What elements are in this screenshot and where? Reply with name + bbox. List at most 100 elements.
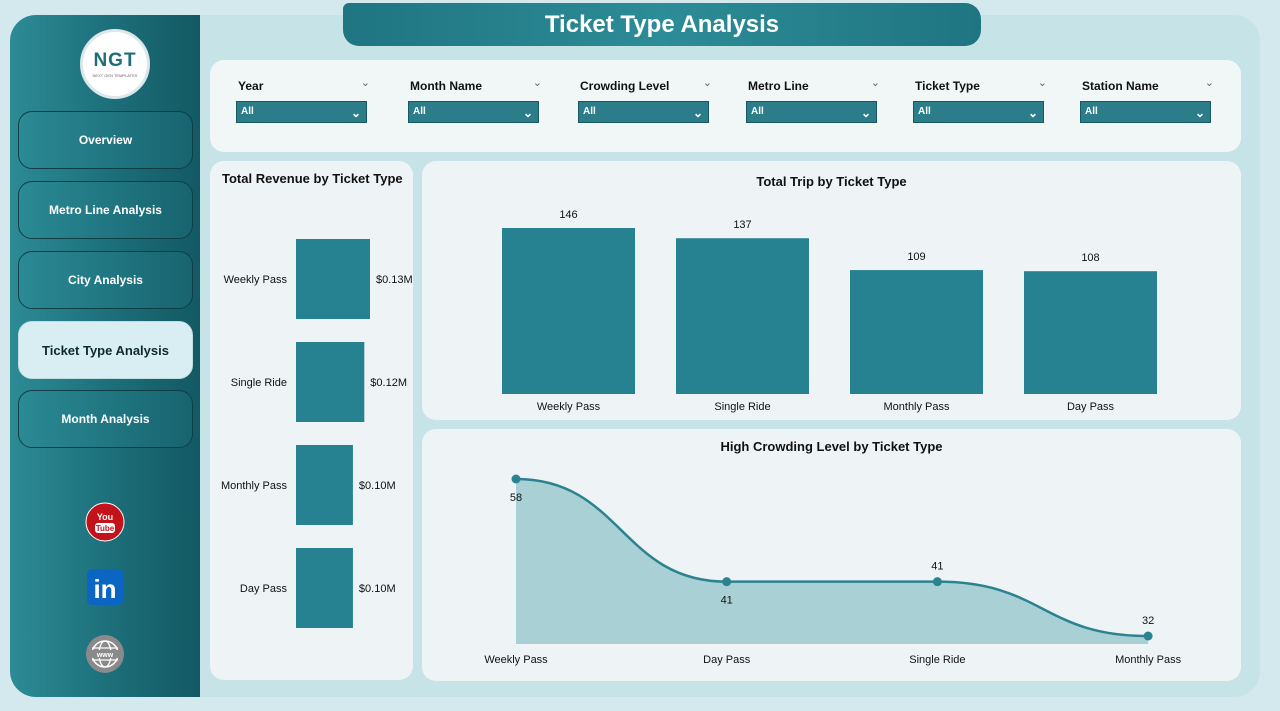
revenue-chart-title: Total Revenue by Ticket Type bbox=[222, 171, 403, 186]
filter-label: Station Name bbox=[1082, 79, 1159, 93]
crowding-point bbox=[722, 577, 732, 587]
revenue-category-label: Single Ride bbox=[231, 377, 287, 389]
crowding-level-select[interactable]: All ⌄ bbox=[578, 101, 709, 123]
revenue-category-label: Monthly Pass bbox=[221, 480, 288, 492]
revenue-value-label: $0.12M bbox=[370, 377, 407, 389]
chevron-down-icon: ⌄ bbox=[692, 106, 703, 120]
sidebar-item-label: Ticket Type Analysis bbox=[42, 342, 169, 358]
chevron-down-icon: ⌄ bbox=[522, 106, 533, 120]
crowding-data-label: 41 bbox=[931, 561, 943, 573]
chevron-down-icon: ⌄ bbox=[1027, 106, 1038, 120]
crowding-category-label: Weekly Pass bbox=[484, 654, 548, 666]
select-value: All bbox=[241, 106, 254, 117]
metro-line-select[interactable]: All ⌄ bbox=[746, 101, 877, 123]
chevron-down-icon: ⌄ bbox=[860, 106, 871, 120]
trip-chart: 146 Weekly Pass 137 Single Ride 109 Monthly P… bbox=[502, 209, 1157, 413]
filter-label: Ticket Type bbox=[915, 79, 980, 93]
chevron-down-icon[interactable]: ⌄ bbox=[1037, 77, 1047, 89]
revenue-bar bbox=[296, 548, 353, 628]
trip-category-label: Single Ride bbox=[714, 401, 770, 413]
crowding-chart-card: High Crowding Level by Ticket Type 58 Wee… bbox=[422, 429, 1241, 681]
crowding-data-label: 58 bbox=[510, 492, 522, 504]
sidebar-item-label: Overview bbox=[78, 133, 133, 147]
revenue-bar bbox=[296, 239, 370, 319]
svg-text:www: www bbox=[96, 652, 114, 659]
crowding-point bbox=[511, 474, 521, 484]
title-bar: Ticket Type Analysis bbox=[343, 3, 981, 46]
trip-category-label: Weekly Pass bbox=[537, 401, 601, 413]
filter-label: Year bbox=[238, 79, 264, 93]
revenue-category-label: Day Pass bbox=[240, 583, 288, 595]
svg-text:Tube: Tube bbox=[96, 524, 115, 533]
trip-bar bbox=[850, 270, 983, 394]
revenue-value-label: $0.10M bbox=[359, 583, 396, 595]
crowding-data-label: 41 bbox=[721, 595, 733, 607]
svg-text:in: in bbox=[93, 574, 116, 604]
select-value: All bbox=[1085, 106, 1098, 117]
crowding-line bbox=[515, 477, 1149, 638]
crowding-data-label: 32 bbox=[1142, 615, 1154, 627]
sidebar-item-ticket-type-analysis[interactable]: Ticket Type Analysis bbox=[18, 321, 193, 379]
trip-category-label: Monthly Pass bbox=[883, 401, 950, 413]
page-title: Ticket Type Analysis bbox=[544, 10, 780, 38]
sidebar-item-label: City Analysis bbox=[68, 273, 143, 287]
crowding-category-label: Monthly Pass bbox=[1115, 654, 1182, 666]
trip-bar bbox=[1024, 271, 1157, 394]
brand-logo: NGT NEXT GEN TEMPLATES bbox=[80, 29, 150, 99]
chevron-down-icon[interactable]: ⌄ bbox=[1204, 77, 1214, 89]
year-select[interactable]: All ⌄ bbox=[236, 101, 367, 123]
crowding-area bbox=[516, 479, 1149, 644]
trip-data-label: 108 bbox=[1081, 252, 1099, 264]
youtube-icon[interactable]: You Tube bbox=[85, 502, 125, 542]
filter-panel: Year ⌄ All ⌄ Month Name ⌄ All ⌄ Crowding L… bbox=[210, 60, 1241, 152]
sidebar-item-metro-line-analysis[interactable]: Metro Line Analysis bbox=[18, 181, 193, 239]
revenue-chart: Weekly Pass $0.13M Single Ride $0.12M Monthl… bbox=[221, 239, 413, 628]
trip-data-label: 137 bbox=[733, 219, 751, 231]
chevron-down-icon: ⌄ bbox=[350, 106, 361, 120]
sidebar-item-overview[interactable]: Overview bbox=[18, 111, 193, 169]
revenue-category-label: Weekly Pass bbox=[224, 274, 288, 286]
ticket-type-select[interactable]: All ⌄ bbox=[913, 101, 1044, 123]
trip-data-label: 146 bbox=[559, 209, 577, 221]
sidebar-item-label: Metro Line Analysis bbox=[49, 203, 162, 217]
chevron-down-icon[interactable]: ⌄ bbox=[532, 77, 542, 89]
crowding-category-label: Single Ride bbox=[909, 654, 965, 666]
trip-chart-title: Total Trip by Ticket Type bbox=[756, 174, 907, 189]
revenue-bar bbox=[296, 342, 365, 422]
logo-text: NGT bbox=[93, 50, 137, 71]
revenue-bar bbox=[296, 445, 353, 525]
filter-label: Crowding Level bbox=[580, 79, 670, 93]
month-name-select[interactable]: All ⌄ bbox=[408, 101, 539, 123]
select-value: All bbox=[413, 106, 426, 117]
crowding-chart-title: High Crowding Level by Ticket Type bbox=[720, 439, 943, 454]
trip-data-label: 109 bbox=[907, 251, 925, 263]
trip-category-label: Day Pass bbox=[1067, 401, 1115, 413]
chevron-down-icon[interactable]: ⌄ bbox=[870, 77, 880, 89]
filter-label: Month Name bbox=[410, 79, 482, 93]
sidebar-item-city-analysis[interactable]: City Analysis bbox=[18, 251, 193, 309]
crowding-point bbox=[932, 577, 942, 587]
linkedin-icon[interactable]: in bbox=[85, 567, 125, 607]
web-icon[interactable]: www bbox=[85, 634, 125, 674]
logo-subtext: NEXT GEN TEMPLATES bbox=[92, 73, 138, 78]
crowding-category-label: Day Pass bbox=[703, 654, 751, 666]
trip-chart-card: Total Trip by Ticket Type 146 Weekly Pass… bbox=[422, 161, 1241, 420]
select-value: All bbox=[583, 106, 596, 117]
sidebar-item-month-analysis[interactable]: Month Analysis bbox=[18, 390, 193, 448]
sidebar-item-label: Month Analysis bbox=[61, 412, 150, 426]
chevron-down-icon: ⌄ bbox=[1194, 106, 1205, 120]
svg-text:You: You bbox=[97, 512, 113, 522]
revenue-chart-card: Total Revenue by Ticket Type Weekly Pass… bbox=[210, 161, 413, 680]
select-value: All bbox=[918, 106, 931, 117]
chevron-down-icon[interactable]: ⌄ bbox=[702, 77, 712, 89]
station-name-select[interactable]: All ⌄ bbox=[1080, 101, 1211, 123]
select-value: All bbox=[751, 106, 764, 117]
revenue-value-label: $0.10M bbox=[359, 480, 396, 492]
chevron-down-icon[interactable]: ⌄ bbox=[360, 77, 370, 89]
trip-bar bbox=[676, 238, 809, 394]
trip-bar bbox=[502, 228, 635, 394]
crowding-chart: 58 Weekly Pass 41 Day Pass 41 Single Ride 32 Mo… bbox=[484, 474, 1182, 666]
filter-label: Metro Line bbox=[748, 79, 809, 93]
crowding-point bbox=[1143, 631, 1153, 641]
revenue-value-label: $0.13M bbox=[376, 274, 413, 286]
